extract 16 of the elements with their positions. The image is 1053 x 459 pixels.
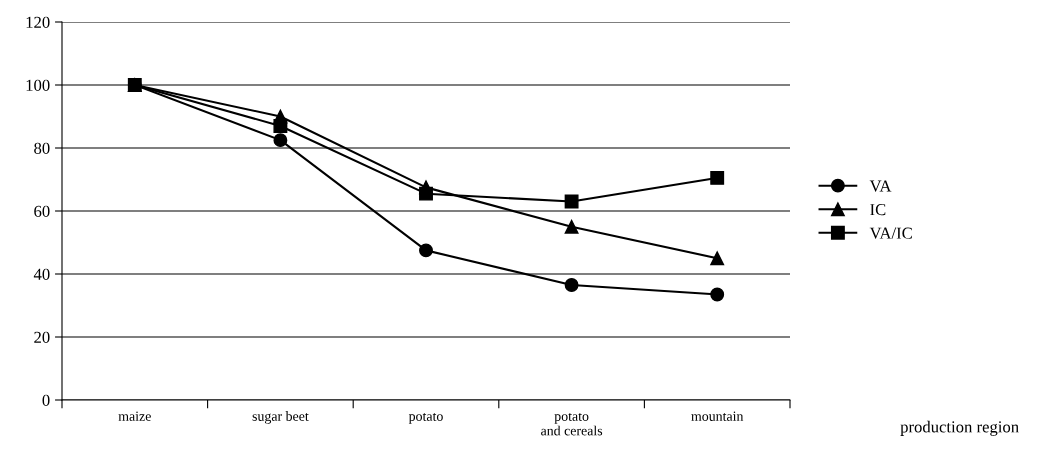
y-tick-label: 80 xyxy=(34,142,50,154)
x-tick-label: potato xyxy=(408,412,443,424)
legend-label: IC xyxy=(870,204,886,216)
x-tick-label: mountain xyxy=(691,411,744,421)
y-tick-label: 20 xyxy=(34,331,50,343)
legend-label: VA xyxy=(869,180,892,192)
x-tick-label: maize xyxy=(118,411,151,421)
x-tick-label: sugar beet xyxy=(252,411,309,424)
y-tick-label: 60 xyxy=(34,205,50,217)
y-tick-label: 120 xyxy=(26,16,50,28)
y-tick-label: 0 xyxy=(42,394,50,406)
x-tick-label: potato and cereals xyxy=(541,412,603,436)
text: production region xyxy=(900,420,1019,436)
legend-label: VA/IC xyxy=(869,227,912,239)
y-tick-label: 100 xyxy=(26,79,50,91)
y-tick-label: 40 xyxy=(33,268,50,280)
